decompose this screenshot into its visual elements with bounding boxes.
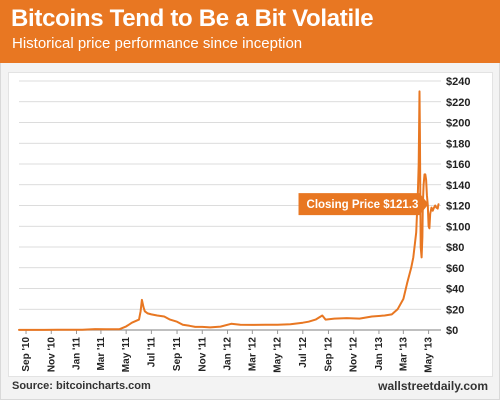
brand-label: wallstreetdaily.com <box>378 379 488 393</box>
chart-subtitle: Historical price performance since incep… <box>12 35 303 52</box>
y-tick-label: $120 <box>446 201 470 213</box>
closing-price-label: Closing Price $121.3 <box>307 199 419 211</box>
source-note: Source: bitcoincharts.com <box>12 380 151 392</box>
x-tick-label: Jul '11 <box>146 337 157 368</box>
x-tick-label: Nov '11 <box>197 337 208 372</box>
y-tick-label: $240 <box>446 76 470 88</box>
x-tick-label: Mar '13 <box>398 337 409 372</box>
x-tick-label: May '12 <box>273 337 284 373</box>
x-tick-label: Sep '11 <box>172 337 183 372</box>
y-tick-label: $140 <box>446 180 470 192</box>
y-tick-label: $80 <box>446 242 464 254</box>
y-tick-label: $0 <box>446 325 458 337</box>
x-tick-label: May '13 <box>424 337 435 373</box>
x-tick-label: Jan '12 <box>223 337 234 371</box>
x-tick-label: Mar '11 <box>96 337 107 371</box>
y-tick-label: $180 <box>446 138 470 150</box>
closing-price-callout <box>298 193 429 216</box>
price-line <box>18 90 440 331</box>
y-tick-label: $20 <box>446 304 464 316</box>
price-chart: $0 $20 $40 $60 $80 $100 $120 $140 $160 $180 $200 $2… <box>18 76 470 373</box>
x-tick-label: Sep '10 <box>21 337 32 372</box>
y-tick-label: $220 <box>446 97 470 109</box>
x-tick-label: Jan '13 <box>374 337 385 371</box>
x-tick-label: Mar '12 <box>247 337 258 372</box>
y-tick-label: $60 <box>446 263 464 275</box>
chart-header: Bitcoins Tend to Be a Bit Volatile Histo… <box>0 0 500 63</box>
x-tick-label: Sep '12 <box>323 337 334 372</box>
y-tick-label: $160 <box>446 159 470 171</box>
y-tick-label: $40 <box>446 284 464 296</box>
x-tick-label: May '11 <box>121 337 132 373</box>
chart-title: Bitcoins Tend to Be a Bit Volatile <box>11 5 374 32</box>
x-tick-label: Jul '12 <box>298 337 309 368</box>
x-tick-label: Nov '10 <box>46 337 57 373</box>
x-tick-label: Jan '11 <box>72 337 83 370</box>
x-tick-label: Nov '12 <box>349 337 360 373</box>
y-tick-label: $100 <box>446 221 470 233</box>
y-tick-label: $200 <box>446 118 470 130</box>
plot-area: $0 $20 $40 $60 $80 $100 $120 $140 $160 $180 $200 $2… <box>8 72 493 377</box>
